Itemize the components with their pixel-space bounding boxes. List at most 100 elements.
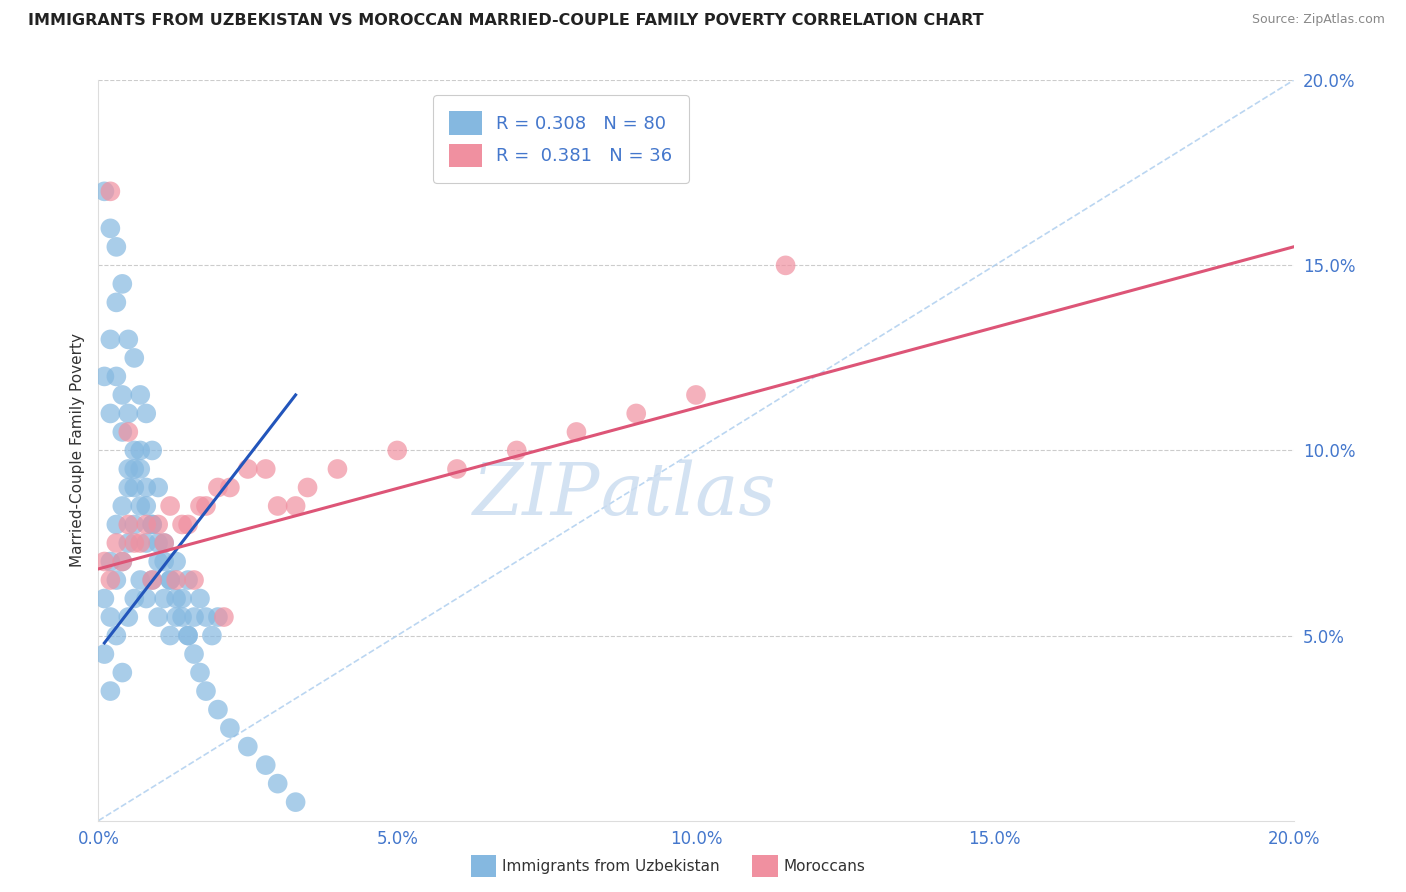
Point bbox=[117, 462, 139, 476]
Point bbox=[111, 499, 134, 513]
Point bbox=[148, 536, 170, 550]
Point bbox=[148, 517, 170, 532]
Point bbox=[177, 628, 200, 642]
Point bbox=[236, 739, 259, 754]
Point bbox=[117, 610, 139, 624]
Point bbox=[195, 499, 218, 513]
Point bbox=[177, 573, 200, 587]
Point bbox=[506, 443, 529, 458]
Point bbox=[98, 684, 122, 698]
Point bbox=[254, 462, 277, 476]
Point bbox=[195, 610, 218, 624]
Point bbox=[129, 536, 152, 550]
Point bbox=[98, 184, 122, 198]
Point bbox=[129, 462, 152, 476]
Point bbox=[111, 425, 134, 439]
Point bbox=[284, 499, 307, 513]
Point bbox=[153, 554, 176, 569]
Point bbox=[105, 369, 128, 384]
Point bbox=[297, 481, 319, 495]
Point bbox=[236, 462, 259, 476]
Point bbox=[141, 573, 163, 587]
Point bbox=[124, 517, 146, 532]
Point bbox=[135, 481, 157, 495]
Point bbox=[172, 591, 194, 606]
Point bbox=[98, 221, 122, 235]
Text: atlas: atlas bbox=[600, 459, 776, 530]
Point bbox=[117, 407, 139, 421]
Point bbox=[124, 462, 146, 476]
Point bbox=[129, 573, 152, 587]
Point bbox=[685, 388, 707, 402]
Point bbox=[129, 443, 152, 458]
Point bbox=[159, 573, 181, 587]
Point bbox=[159, 628, 181, 642]
Point bbox=[165, 610, 187, 624]
Point bbox=[326, 462, 349, 476]
Point bbox=[141, 517, 163, 532]
Point bbox=[135, 536, 157, 550]
Point bbox=[135, 407, 157, 421]
Point bbox=[117, 481, 139, 495]
Point bbox=[111, 554, 134, 569]
Point bbox=[207, 481, 229, 495]
Point bbox=[207, 610, 229, 624]
Point bbox=[212, 610, 235, 624]
Point bbox=[183, 573, 205, 587]
Point bbox=[219, 721, 242, 735]
Point bbox=[188, 591, 211, 606]
Point bbox=[98, 554, 122, 569]
Point bbox=[141, 517, 163, 532]
Point bbox=[93, 591, 115, 606]
Point bbox=[105, 240, 128, 254]
Point bbox=[267, 776, 290, 791]
Point bbox=[117, 517, 139, 532]
Point bbox=[148, 481, 170, 495]
Point bbox=[135, 517, 157, 532]
Point bbox=[153, 591, 176, 606]
Point bbox=[153, 536, 176, 550]
Point bbox=[93, 184, 115, 198]
Point bbox=[105, 573, 128, 587]
Point bbox=[177, 517, 200, 532]
Point bbox=[172, 517, 194, 532]
Point bbox=[148, 554, 170, 569]
Point bbox=[165, 591, 187, 606]
Point bbox=[195, 684, 218, 698]
Point bbox=[135, 499, 157, 513]
Point bbox=[111, 388, 134, 402]
Point bbox=[105, 517, 128, 532]
Y-axis label: Married-Couple Family Poverty: Married-Couple Family Poverty bbox=[69, 334, 84, 567]
Point bbox=[141, 443, 163, 458]
Point bbox=[165, 554, 187, 569]
Point bbox=[135, 591, 157, 606]
Point bbox=[254, 758, 277, 772]
Point bbox=[159, 573, 181, 587]
Point bbox=[129, 388, 152, 402]
Point bbox=[93, 554, 115, 569]
Text: IMMIGRANTS FROM UZBEKISTAN VS MOROCCAN MARRIED-COUPLE FAMILY POVERTY CORRELATION: IMMIGRANTS FROM UZBEKISTAN VS MOROCCAN M… bbox=[28, 13, 984, 29]
Point bbox=[98, 332, 122, 346]
Text: ZIP: ZIP bbox=[472, 459, 600, 530]
Point bbox=[153, 536, 176, 550]
Point bbox=[267, 499, 290, 513]
Point bbox=[219, 481, 242, 495]
Point bbox=[124, 536, 146, 550]
Point bbox=[124, 351, 146, 365]
Point bbox=[165, 573, 187, 587]
Point bbox=[98, 573, 122, 587]
Point bbox=[626, 407, 648, 421]
Text: Immigrants from Uzbekistan: Immigrants from Uzbekistan bbox=[502, 859, 720, 873]
Point bbox=[124, 591, 146, 606]
Point bbox=[148, 610, 170, 624]
Point bbox=[111, 665, 134, 680]
Point bbox=[117, 536, 139, 550]
Point bbox=[105, 536, 128, 550]
Point bbox=[117, 425, 139, 439]
Point bbox=[446, 462, 468, 476]
Point bbox=[111, 277, 134, 291]
Text: Moroccans: Moroccans bbox=[783, 859, 865, 873]
Point bbox=[385, 443, 409, 458]
Point bbox=[565, 425, 588, 439]
Legend: R = 0.308   N = 80, R =  0.381   N = 36: R = 0.308 N = 80, R = 0.381 N = 36 bbox=[433, 95, 689, 183]
